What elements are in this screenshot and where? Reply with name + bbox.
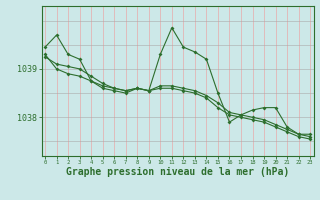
X-axis label: Graphe pression niveau de la mer (hPa): Graphe pression niveau de la mer (hPa)	[66, 167, 289, 177]
